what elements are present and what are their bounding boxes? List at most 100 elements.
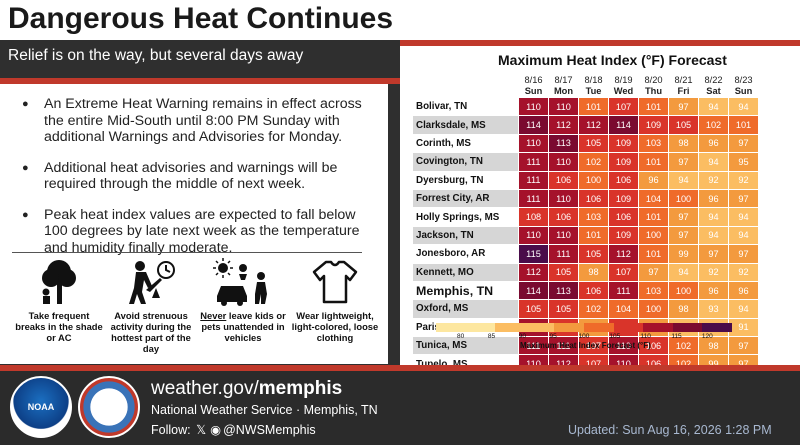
heat-index-cell: 105 [549, 263, 578, 281]
heat-index-cell: 113 [549, 281, 578, 300]
website-link[interactable]: weather.gov/memphis [151, 378, 342, 400]
heat-index-cell: 103 [639, 281, 668, 300]
heat-index-cell: 92 [729, 171, 758, 189]
heat-index-cell: 111 [549, 245, 578, 263]
column-day: Thu [644, 86, 663, 96]
accent-stripe [0, 365, 800, 371]
heat-index-cell: 101 [579, 98, 608, 116]
social-handle[interactable]: @NWSMemphis [223, 423, 316, 437]
heat-index-cell: 98 [669, 300, 698, 318]
chart-title: Maximum Heat Index (°F) Forecast [498, 52, 727, 68]
legend-tick-label: 80 [457, 333, 465, 340]
legend-tick-label: 95 [549, 333, 557, 340]
column-date: 8/20 [644, 75, 663, 85]
tip-label-rest: leave kids or pets unattended in vehicle… [201, 310, 286, 343]
noaa-logo: NOAA [10, 376, 72, 438]
x-icon[interactable]: 𝕏 [196, 423, 207, 437]
table-row: Jackson, TN 110 110 101 109 100 97 94 94 [413, 226, 758, 245]
heat-index-cell: 96 [729, 281, 758, 300]
tip-shade: Take frequent breaks in the shade or AC [14, 258, 104, 343]
office-name: National Weather Service · Memphis, TN [151, 403, 378, 417]
heat-index-cell: 94 [669, 263, 698, 281]
heat-index-cell: 100 [639, 226, 668, 245]
heat-index-cell: 106 [549, 171, 578, 189]
heat-index-cell: 96 [639, 171, 668, 189]
tshirt-icon [312, 260, 358, 304]
heat-index-cell: 112 [549, 116, 578, 134]
table-row: Tunica, MS 111 111 107 110 106 102 98 97 [413, 337, 758, 355]
tip-vehicles: Never leave kids or pets unattended in v… [198, 258, 288, 343]
heat-index-cell: 111 [519, 153, 548, 171]
heat-index-cell: 98 [579, 263, 608, 281]
table-row: Forrest City, AR 111 110 106 109 104 100 96 97 [413, 189, 758, 208]
city-name: Tunica, MS [413, 337, 518, 355]
day-column-header: 8/20 Thu [639, 69, 668, 97]
heat-index-cell: 97 [729, 337, 758, 355]
heat-index-cell: 106 [639, 337, 668, 355]
heat-index-cell: 106 [579, 189, 608, 208]
column-day: Sun [734, 86, 753, 96]
tip-label: Avoid strenuous activity during the hott… [110, 310, 192, 354]
heat-index-cell: 91 [729, 318, 758, 337]
city-name: Holly Springs, MS [413, 208, 518, 226]
day-column-header: 8/23 Sun [729, 69, 758, 97]
table-row: Covington, TN 111 110 102 109 101 97 94 95 [413, 153, 758, 171]
heat-index-cell: 110 [549, 226, 578, 245]
heat-index-cell: 96 [699, 189, 728, 208]
legend-bar [436, 323, 732, 332]
column-day: Tue [585, 86, 602, 96]
heat-index-cell: 97 [729, 134, 758, 153]
heat-index-cell: 109 [609, 226, 638, 245]
bullet-list: An Extreme Heat Warning remains in effec… [22, 96, 382, 270]
day-column-header: 8/21 Fri [669, 69, 698, 97]
title-bar: Dangerous Heat Continues [0, 0, 800, 40]
heat-index-cell: 92 [699, 171, 728, 189]
updated-timestamp: Updated: Sun Aug 16, 2026 1:28 PM [568, 423, 772, 437]
follow-label: Follow: [151, 423, 191, 437]
heat-index-cell: 106 [549, 208, 578, 226]
table-row: Dyersburg, TN 111 106 100 106 96 94 92 92 [413, 171, 758, 189]
heat-index-cell: 101 [729, 116, 758, 134]
accent-stripe [0, 78, 400, 84]
heat-index-cell: 105 [519, 300, 548, 318]
table-row: Holly Springs, MS 108 106 103 106 101 97 94 94 [413, 208, 758, 226]
heat-index-cell: 94 [699, 98, 728, 116]
heat-index-cell: 105 [579, 245, 608, 263]
heat-index-cell: 101 [639, 153, 668, 171]
legend-title: Maximum Heat Index Forecast (°F) [520, 341, 651, 350]
heat-index-cell: 96 [699, 134, 728, 153]
legend-tick-label: 105 [609, 333, 621, 340]
heat-index-cell: 102 [669, 337, 698, 355]
city-name: Jonesboro, AR [413, 245, 518, 263]
city-name: Clarksdale, MS [413, 116, 518, 134]
heat-index-cell: 110 [549, 189, 578, 208]
heat-index-cell: 101 [639, 208, 668, 226]
heat-index-cell: 110 [549, 153, 578, 171]
legend-swatch [583, 323, 614, 332]
heat-index-cell: 103 [639, 134, 668, 153]
heat-index-cell: 100 [639, 300, 668, 318]
heat-index-cell: 97 [669, 153, 698, 171]
city-name: Dyersburg, TN [413, 171, 518, 189]
nws-logo [78, 376, 140, 438]
heat-index-cell: 98 [699, 337, 728, 355]
column-day: Fri [677, 86, 690, 96]
city-name: Memphis, TN [413, 281, 518, 300]
heat-index-cell: 101 [639, 245, 668, 263]
social-follow: Follow: 𝕏 ◉ @NWSMemphis [151, 422, 316, 437]
city-name: Covington, TN [413, 153, 518, 171]
accent-stripe [400, 40, 800, 46]
worker-clock-icon [129, 261, 175, 304]
heat-index-cell: 115 [519, 245, 548, 263]
day-column-header: 8/18 Tue [579, 69, 608, 97]
heat-index-cell: 111 [519, 337, 548, 355]
facebook-icon[interactable]: ◉ [210, 423, 222, 437]
day-column-header: 8/16 Sun [519, 69, 548, 97]
heat-index-cell: 102 [579, 300, 608, 318]
city-name: Jackson, TN [413, 226, 518, 245]
heat-index-cell: 93 [699, 300, 728, 318]
heat-index-cell: 111 [549, 337, 578, 355]
heat-index-cell: 100 [669, 189, 698, 208]
heat-index-cell: 94 [729, 208, 758, 226]
heat-index-cell: 111 [519, 171, 548, 189]
